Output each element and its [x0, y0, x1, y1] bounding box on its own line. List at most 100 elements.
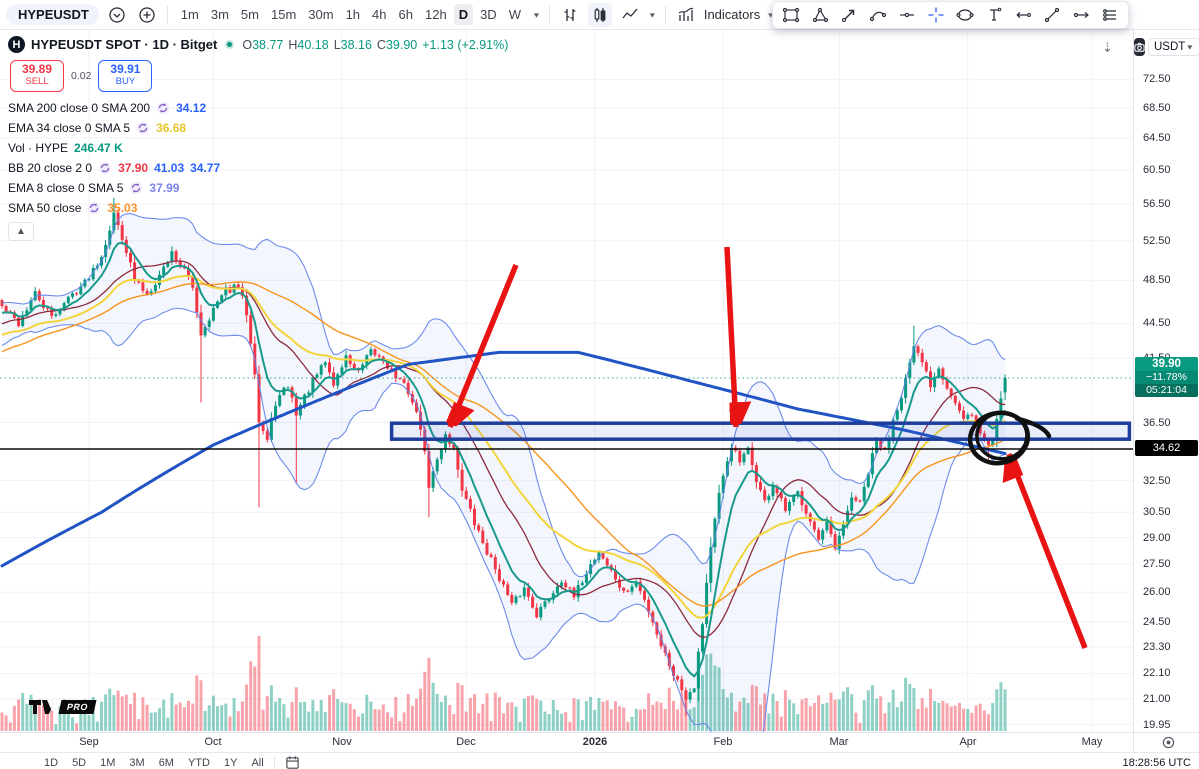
flag-icon[interactable]: [105, 3, 129, 27]
sync-icon: [98, 161, 112, 174]
interval-1h[interactable]: 1h: [345, 7, 361, 22]
price-tick: 36.50: [1143, 417, 1171, 429]
interval-30m[interactable]: 30m: [308, 7, 334, 22]
interval-4h[interactable]: 4h: [372, 7, 387, 22]
arrow-tool-icon[interactable]: [836, 3, 862, 27]
time-tick-Mar[interactable]: Mar: [829, 736, 849, 748]
indicators-button[interactable]: Indicators: [703, 7, 761, 22]
indicator-row[interactable]: EMA 34 close 0 SMA 5 36.68: [8, 118, 508, 138]
tv-logo-icon: [29, 700, 55, 714]
range-1D[interactable]: 1D: [44, 756, 59, 769]
interval-3m[interactable]: 3m: [210, 7, 229, 22]
time-tick-Nov[interactable]: Nov: [332, 736, 352, 748]
indicators-icon[interactable]: [674, 3, 698, 27]
chevron-down-icon[interactable]: ▼: [647, 10, 657, 19]
range-YTD[interactable]: YTD: [187, 756, 210, 769]
range-3M[interactable]: 3M: [129, 756, 145, 769]
buy-price: 39.91: [110, 62, 141, 76]
time-tick-Oct[interactable]: Oct: [204, 736, 222, 748]
range-5D[interactable]: 5D: [72, 756, 87, 769]
price-axis[interactable]: USDT ▼ 39.90 −11.78% 05:21:04 34.62 72.5…: [1133, 30, 1199, 732]
ellipse-tool-icon[interactable]: [952, 3, 978, 27]
download-arrow-icon[interactable]: ⇣: [1102, 40, 1113, 55]
time-tick-May[interactable]: May: [1081, 736, 1103, 748]
horizontal-line-tool-icon[interactable]: [894, 3, 920, 27]
time-axis[interactable]: Sep Oct Nov Dec 2026 Feb Mar Apr May: [0, 732, 1133, 752]
indicator-row[interactable]: EMA 8 close 0 SMA 5 37.99: [8, 178, 508, 198]
toolbar-separator: [664, 5, 666, 24]
triangle-tool-icon[interactable]: [807, 3, 833, 27]
plus-icon[interactable]: [135, 3, 159, 27]
curve-tool-icon[interactable]: [865, 3, 891, 27]
horizontal-ray-tool-icon[interactable]: [1068, 3, 1094, 27]
time-tick-Feb[interactable]: Feb: [713, 736, 733, 748]
parallel-channel-tool-icon[interactable]: [1097, 3, 1123, 27]
interval-5m[interactable]: 5m: [240, 7, 259, 22]
price-tick: 27.50: [1143, 558, 1171, 570]
indicator-row[interactable]: SMA 200 close 0 SMA 200 34.12: [8, 98, 508, 118]
price-tick: 60.50: [1143, 164, 1171, 176]
time-tick-Apr[interactable]: Apr: [959, 736, 977, 748]
range-1M[interactable]: 1M: [100, 756, 116, 769]
trendline-tool-icon[interactable]: [1039, 3, 1065, 27]
market-status-icon[interactable]: [225, 40, 235, 49]
time-tick-2026[interactable]: 2026: [582, 736, 608, 748]
legend-symbol-title[interactable]: HYPEUSDT SPOT · 1D · Bitget: [31, 37, 218, 52]
calendar-icon[interactable]: [285, 755, 300, 769]
sell-button[interactable]: 39.89 SELL: [10, 60, 64, 92]
indicator-label: SMA 200 close 0 SMA 200: [8, 100, 151, 115]
ohlc-O: O38.77: [242, 37, 284, 52]
toolbar-separator: [166, 5, 168, 24]
buy-sell-row: 39.89 SELL 0.02 39.91 BUY: [10, 60, 508, 92]
legend-symbol-row[interactable]: H HYPEUSDT SPOT · 1D · Bitget O38.77 H40.…: [8, 36, 508, 53]
crosshair-tool-icon[interactable]: [923, 3, 949, 27]
interval-15m[interactable]: 15m: [270, 7, 297, 22]
candles-style-icon[interactable]: [587, 2, 612, 27]
indicator-row[interactable]: SMA 50 close 35.03: [8, 198, 508, 218]
toolbar-separator: [273, 756, 275, 769]
interval-D[interactable]: D: [453, 4, 474, 25]
indicator-row[interactable]: Vol · HYPE 246.47 K: [8, 138, 508, 158]
time-tick-Dec[interactable]: Dec: [456, 736, 476, 748]
symbol-search-button[interactable]: HYPEUSDT: [6, 4, 99, 25]
rectangle-tool-icon[interactable]: [778, 3, 804, 27]
interval-W[interactable]: W: [508, 7, 521, 22]
price-tick: 44.50: [1143, 317, 1171, 329]
price-tick: 72.50: [1143, 73, 1171, 85]
text-tool-icon[interactable]: [981, 3, 1007, 27]
time-tick-Sep[interactable]: Sep: [79, 736, 99, 748]
chevron-down-icon: ▼: [1185, 43, 1195, 51]
range-All[interactable]: All: [251, 756, 264, 769]
camera-icon[interactable]: [1134, 38, 1145, 56]
buy-label: BUY: [115, 75, 136, 87]
indicator-values: 34.12: [176, 100, 207, 115]
interval-6h[interactable]: 6h: [398, 7, 413, 22]
chevron-down-icon[interactable]: ▼: [766, 10, 776, 19]
bars-style-icon[interactable]: [558, 3, 582, 27]
price-note-tool-icon[interactable]: [1010, 3, 1036, 27]
price-axis-header: USDT ▼: [1134, 38, 1199, 56]
target-icon[interactable]: [1162, 736, 1175, 749]
interval-3D[interactable]: 3D: [480, 7, 497, 22]
utc-clock[interactable]: 18:28:56 UTC: [1122, 756, 1191, 769]
line-style-icon[interactable]: [618, 3, 642, 27]
indicator-label: EMA 34 close 0 SMA 5: [8, 120, 131, 135]
tradingview-logo[interactable]: PRO: [28, 696, 97, 718]
buy-button[interactable]: 39.91 BUY: [98, 60, 153, 92]
range-6M[interactable]: 6M: [158, 756, 174, 769]
chevron-down-icon[interactable]: ▼: [531, 10, 541, 19]
interval-12h[interactable]: 12h: [424, 7, 447, 22]
ohlc-L: L38.16: [333, 37, 372, 52]
indicator-row[interactable]: BB 20 close 2 0 37.90 41.03 34.77: [8, 158, 508, 178]
chart-pane[interactable]: H HYPEUSDT SPOT · 1D · Bitget O38.77 H40.…: [0, 30, 1133, 732]
currency-dropdown[interactable]: USDT ▼: [1148, 38, 1199, 56]
interval-1m[interactable]: 1m: [180, 7, 199, 22]
bottom-toolbar: 1D 5D 1M 3M 6M YTD 1Y All 18:28:56 UTC: [0, 752, 1199, 769]
price-tick: 26.00: [1143, 586, 1171, 598]
indicator-values: 246.47 K: [74, 140, 123, 155]
collapse-legend-button[interactable]: ▲: [8, 221, 34, 241]
range-1Y[interactable]: 1Y: [223, 756, 238, 769]
sync-icon: [156, 101, 170, 114]
candlestick-chart-canvas[interactable]: [0, 30, 1133, 732]
